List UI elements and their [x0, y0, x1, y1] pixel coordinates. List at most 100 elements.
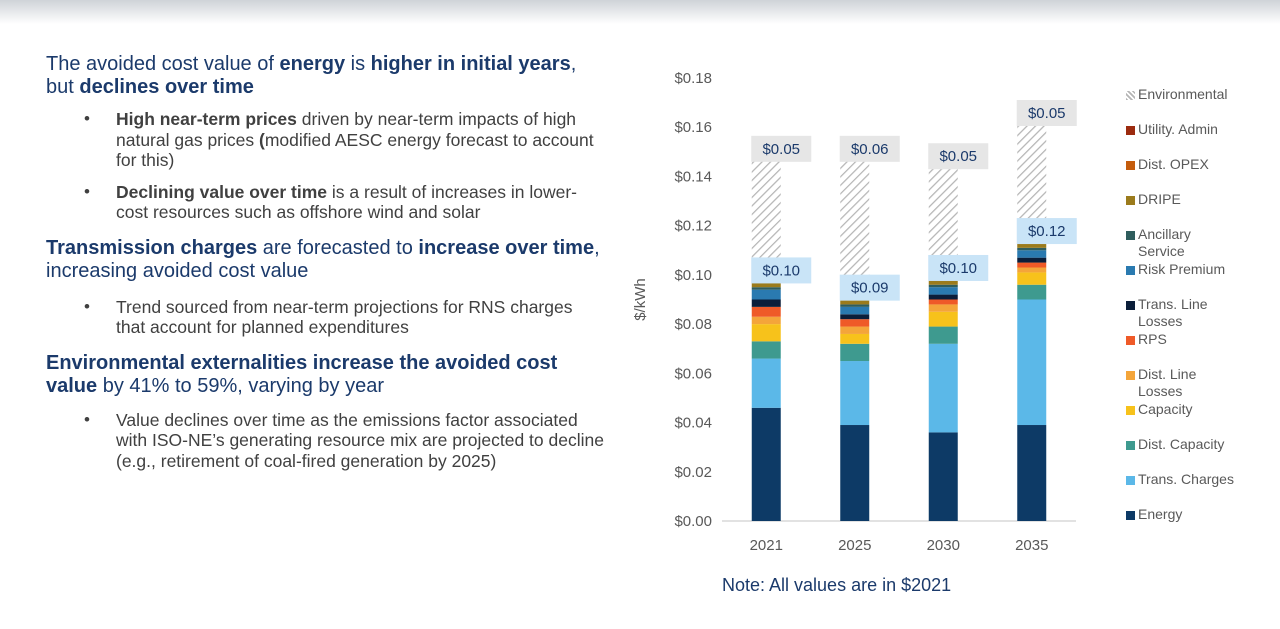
bar-segment: [751, 306, 781, 317]
bullet-text-run: is a result of increases in lower-cost r…: [116, 181, 578, 223]
bullet-item: • Value declines over time as the emissio…: [46, 410, 606, 472]
environmental-value-label: $0.05: [1028, 105, 1066, 122]
heading-text-run: increase over time: [418, 236, 595, 259]
bullet-dot: •: [84, 181, 90, 201]
bar-segment: [1017, 267, 1047, 273]
environmental-label-box: [839, 135, 900, 162]
legend-swatch: [1126, 161, 1135, 170]
legend-swatch: [1126, 301, 1135, 310]
legend-label: Dist. Capacity: [1138, 436, 1225, 452]
base-value-label-box: [1016, 218, 1077, 245]
heading-text-run: higher in initial years: [370, 53, 571, 75]
header-band: [0, 0, 1280, 24]
bullet-list: • Value declines over time as the emissio…: [46, 410, 606, 472]
legend-swatch: [1126, 441, 1135, 450]
bar-segment: [751, 407, 781, 521]
bullet-text-run: Declining value over time: [116, 181, 328, 202]
bar-segment: [928, 432, 958, 521]
y-tick-label: $0.14: [674, 168, 712, 185]
x-tick-label: 2035: [1015, 537, 1048, 554]
bar-segment: [751, 341, 781, 359]
legend-label: Dist. OPEX: [1138, 156, 1209, 172]
legend-swatch: [1126, 196, 1135, 205]
legend-label: Capacity: [1138, 401, 1193, 417]
bar-segment: [1017, 109, 1047, 234]
y-axis-title: $/kWh: [632, 278, 649, 321]
legend-label: Ancillary Service: [1138, 226, 1191, 259]
base-value-label: $0.09: [851, 280, 889, 297]
heading-text-run: Transmission charges: [46, 236, 258, 259]
bar-segment: [928, 326, 958, 344]
bar-segment: [928, 287, 958, 295]
legend-label: Risk Premium: [1138, 261, 1226, 277]
legend-swatch: [1126, 91, 1135, 100]
bar-segment: [928, 294, 958, 300]
legend-label: Trans. Line Losses: [1138, 296, 1208, 329]
legend-swatch: [1126, 231, 1135, 240]
legend-label: Environmental: [1138, 86, 1228, 102]
environmental-label-box: [928, 143, 989, 170]
bar-segment: [928, 311, 958, 327]
bullet-item: • Declining value over time is a result o…: [46, 182, 606, 223]
bar-segment: [840, 151, 870, 290]
bar-segment: [928, 284, 958, 288]
bullet-item: • Trend sourced from near-term projection…: [46, 297, 606, 338]
bar-segment: [751, 316, 781, 325]
environmental-value-label: $0.06: [851, 141, 889, 158]
bar-segment: [751, 151, 781, 273]
heading-text-run: are forecasted to: [257, 236, 419, 259]
heading-text-run: is: [345, 53, 371, 75]
legend-swatch: [1126, 266, 1135, 275]
bar-segment: [840, 326, 870, 334]
x-tick-label: 2030: [927, 537, 960, 554]
heading-text-run: declines over time: [79, 76, 254, 98]
bullet-text-run: modified AESC energy forecast to account…: [116, 129, 594, 171]
section-heading: The avoided cost value of energy is high…: [46, 53, 606, 99]
heading-text-run: Environmental externalities increase the…: [46, 351, 558, 397]
y-tick-label: $0.06: [674, 365, 712, 382]
chart-svg: $0.00 $0.02 $0.04 $0.06 $0.08 $0.10 $0.12 $0.14…: [632, 70, 1077, 554]
bar-segment: [840, 425, 870, 521]
stacked-bar-chart: $0.00 $0.02 $0.04 $0.06 $0.08 $0.10 $0.12 $0.14…: [610, 50, 1280, 610]
legend-swatch: [1126, 126, 1135, 135]
y-tick-label: $0.16: [674, 119, 712, 136]
environmental-value-label: $0.05: [762, 141, 800, 158]
base-value-label-box: [751, 257, 812, 284]
bullet-dot: •: [84, 109, 90, 128]
heading-text-run: , but: [46, 53, 577, 98]
legend-label: Energy: [1138, 506, 1183, 522]
bar-segment: [1017, 299, 1047, 426]
base-value-label: $0.10: [939, 260, 977, 277]
chart-note: Note: All values are in $2021: [722, 575, 952, 595]
bullet-item: • High near-term prices driven by near-te…: [46, 109, 606, 171]
bar-segment: [751, 299, 781, 307]
legend-swatch: [1126, 406, 1135, 415]
bar-segment: [1017, 257, 1047, 263]
bullet-text-run: (: [259, 129, 265, 150]
bullet-list: • High near-term prices driven by near-te…: [46, 109, 606, 223]
bar-segment: [840, 333, 870, 344]
heading-text-run: by 41% to 59%, varying by year: [97, 374, 384, 397]
legend-swatch: [1126, 511, 1135, 520]
bullet-text-run: Trend sourced from near-term projections…: [116, 296, 573, 338]
legend-swatch: [1126, 336, 1135, 345]
environmental-label-box: [1016, 99, 1077, 126]
base-value-label: $0.10: [762, 262, 800, 279]
bar-segment: [1017, 272, 1047, 285]
base-value-label-box: [928, 254, 989, 281]
summary-text: The avoided cost value of energy is high…: [46, 53, 606, 471]
bar-segment: [751, 358, 781, 408]
base-value-label: $0.12: [1028, 223, 1066, 240]
legend-label: RPS: [1138, 331, 1167, 347]
bar-segment: [840, 304, 870, 307]
base-value-label-box: [839, 274, 900, 301]
x-tick-label: 2021: [750, 537, 783, 554]
y-tick-label: $0.00: [674, 513, 712, 530]
x-tick-label: 2025: [838, 537, 871, 554]
bullet-text-run: Value declines over time as the emission…: [116, 409, 604, 471]
y-tick-label: $0.04: [674, 415, 712, 432]
legend-label: Dist. Line Losses: [1138, 366, 1197, 399]
legend-label: DRIPE: [1138, 191, 1181, 207]
legend-swatch: [1126, 476, 1135, 485]
bar-segment: [751, 289, 781, 300]
